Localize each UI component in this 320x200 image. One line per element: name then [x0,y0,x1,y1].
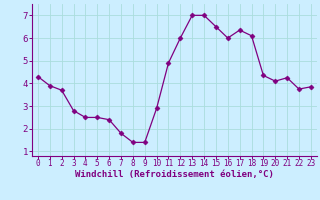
X-axis label: Windchill (Refroidissement éolien,°C): Windchill (Refroidissement éolien,°C) [75,170,274,179]
